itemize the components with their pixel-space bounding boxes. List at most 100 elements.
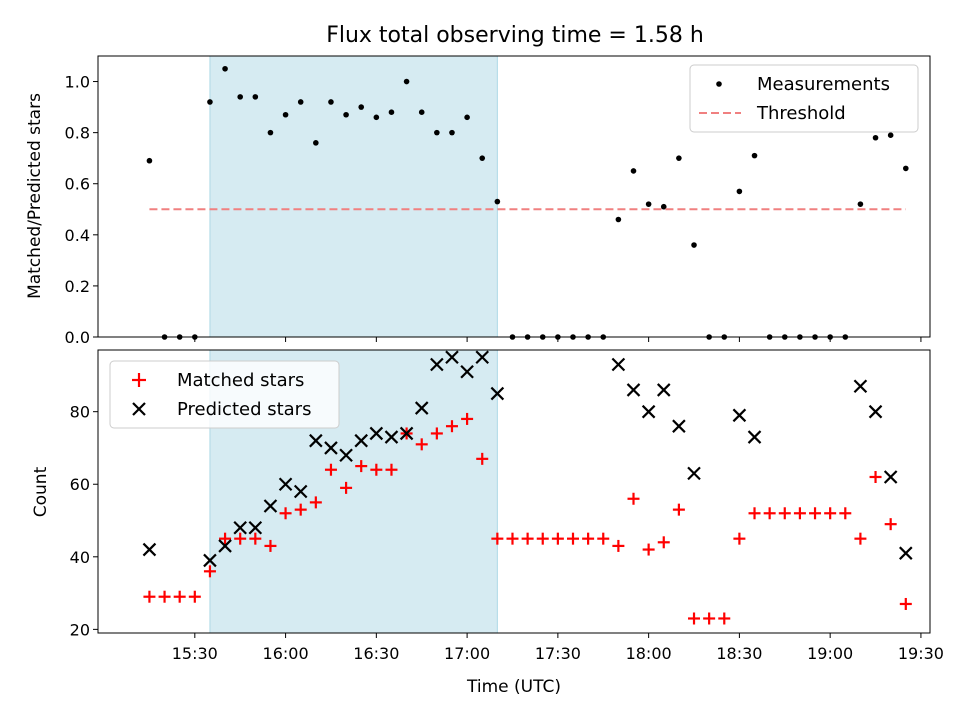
predicted-point	[747, 430, 762, 444]
matched-point	[461, 412, 474, 425]
measurement-point	[328, 99, 334, 105]
predicted-point	[899, 546, 913, 560]
predicted-point	[672, 419, 686, 433]
matched-point	[203, 565, 216, 578]
measurement-point	[464, 114, 470, 121]
predicted-point	[309, 433, 323, 448]
matched-point	[430, 427, 443, 440]
predicted-point	[853, 379, 868, 394]
predicted-point	[324, 441, 338, 455]
legend-measurements-label: Measurements	[757, 74, 890, 95]
y-tick-label: 40	[70, 548, 90, 567]
matched-point	[824, 507, 837, 520]
bottom-x-axis-label: Time (UTC)	[466, 677, 561, 697]
matched-point	[839, 507, 852, 520]
y-tick-label: 0.4	[65, 226, 90, 245]
predicted-point	[203, 553, 217, 568]
x-tick-label: 19:00	[807, 644, 853, 663]
matched-point	[733, 532, 746, 545]
measurement-point	[691, 242, 697, 248]
y-tick-label: 0.8	[65, 124, 90, 143]
top-y-ticks: 0.0 0.2 0.4 0.6 0.8 1.0	[65, 73, 98, 347]
x-tick-label: 18:00	[626, 644, 672, 663]
matched-point	[793, 507, 806, 520]
measurement-point	[872, 134, 879, 141]
matched-point	[309, 496, 322, 509]
bottom-legend-box	[109, 360, 340, 429]
top-x-ticks	[194, 337, 922, 342]
y-tick-label: 0.2	[65, 277, 90, 296]
x-tick-label: 16:30	[353, 644, 399, 663]
measurement-point	[615, 216, 622, 223]
matched-point	[249, 532, 262, 545]
bottom-x-ticks: 15:30 16:00 16:30 17:00 17:30 18:00 18:30 19:00…	[172, 633, 944, 663]
matched-point	[748, 507, 761, 520]
y-tick-label: 1.0	[65, 73, 90, 92]
matched-point	[582, 532, 595, 545]
measurement-point	[373, 114, 380, 121]
legend-predicted-marker	[132, 402, 146, 416]
matched-point	[869, 470, 882, 483]
predicted-point	[384, 430, 399, 444]
predicted-point	[611, 357, 626, 372]
x-tick-label: 19:30	[898, 644, 944, 663]
predicted-point	[445, 350, 459, 365]
matched-point	[763, 507, 776, 520]
x-tick-label: 17:00	[444, 644, 490, 663]
predicted-point	[142, 542, 157, 557]
legend-measurements-marker	[716, 81, 722, 87]
predicted-point	[278, 477, 293, 492]
matched-point	[188, 590, 201, 603]
matched-point	[294, 503, 307, 516]
predicted-point	[339, 448, 353, 462]
matched-point	[718, 612, 731, 625]
measurement-point	[660, 203, 667, 210]
matched-point	[234, 532, 247, 545]
top-highlight-band	[209, 55, 498, 338]
matched-point	[143, 590, 156, 603]
predicted-point	[490, 386, 505, 401]
matched-point	[551, 532, 564, 545]
x-tick-label: 17:30	[535, 644, 581, 663]
predicted-point	[369, 426, 384, 441]
y-tick-label: 20	[70, 620, 90, 639]
measurement-point	[207, 99, 213, 105]
measurement-point	[297, 99, 304, 105]
measurement-point	[902, 165, 909, 172]
predicted-point	[475, 350, 490, 365]
matched-point	[340, 481, 353, 494]
legend-matched-marker	[132, 373, 146, 387]
measurement-point	[146, 157, 153, 164]
measurement-point	[388, 109, 395, 115]
matched-point	[445, 420, 458, 433]
measurement-point	[645, 201, 652, 207]
predicted-point	[687, 466, 701, 481]
matched-point	[657, 536, 670, 549]
measurement-point	[343, 111, 349, 118]
predicted-point	[293, 484, 308, 499]
matched-point	[506, 532, 519, 545]
top-legend: Measurements Threshold	[689, 64, 919, 133]
top-y-axis-label: Matched/Predicted stars	[25, 93, 45, 299]
matched-point	[521, 532, 534, 545]
predicted-point	[883, 470, 898, 484]
measurement-point	[418, 109, 425, 115]
matched-point	[672, 503, 685, 516]
matched-point	[642, 543, 655, 556]
matched-point	[809, 507, 822, 520]
x-tick-label: 16:00	[263, 644, 309, 663]
measurement-point	[252, 94, 259, 100]
measurement-point	[313, 140, 319, 146]
measurement-point	[887, 132, 894, 138]
matched-point	[355, 460, 368, 473]
predicted-point	[430, 357, 444, 372]
predicted-point	[732, 408, 747, 423]
measurement-point	[494, 198, 501, 205]
y-tick-label: 60	[70, 475, 90, 494]
matched-point	[612, 539, 625, 552]
matched-point	[324, 463, 337, 476]
top-title: Flux total observing time = 1.58 h	[326, 23, 704, 48]
matched-point	[264, 539, 277, 552]
